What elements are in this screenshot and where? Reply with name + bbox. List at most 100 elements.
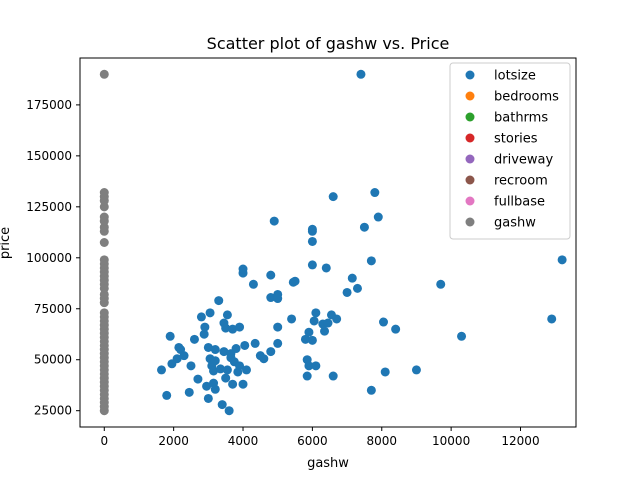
point-lotsize-13 xyxy=(199,329,209,339)
point-lotsize-79 xyxy=(320,326,330,336)
point-lotsize-66 xyxy=(302,371,312,381)
point-lotsize-94 xyxy=(373,212,383,222)
point-lotsize-49 xyxy=(238,264,248,274)
y-tick-label: 50000 xyxy=(34,353,72,367)
point-lotsize-83 xyxy=(328,192,338,202)
point-lotsize-81 xyxy=(323,318,333,328)
x-tick-label: 12000 xyxy=(501,434,539,448)
legend-label-fullbase: fullbase xyxy=(494,195,545,210)
point-lotsize-86 xyxy=(342,287,352,297)
point-lotsize-80 xyxy=(321,263,331,273)
x-tick-label: 2000 xyxy=(158,434,189,448)
point-lotsize-62 xyxy=(287,314,297,324)
legend-label-bathrms: bathrms xyxy=(494,111,548,126)
point-lotsize-2 xyxy=(165,331,175,341)
point-lotsize-12 xyxy=(196,312,206,322)
point-lotsize-84 xyxy=(328,371,338,381)
point-lotsize-65 xyxy=(300,334,310,344)
point-lotsize-29 xyxy=(219,347,229,357)
legend-marker-stories xyxy=(465,133,475,143)
point-lotsize-74 xyxy=(307,260,317,270)
point-lotsize-88 xyxy=(352,283,362,293)
point-lotsize-54 xyxy=(266,293,276,303)
point-lotsize-95 xyxy=(379,317,388,327)
point-lotsize-97 xyxy=(391,324,401,334)
point-lotsize-22 xyxy=(209,366,219,376)
point-lotsize-39 xyxy=(228,324,238,334)
y-tick-label: 25000 xyxy=(34,404,72,418)
y-axis-ticks: 25000 50000 75000 100000 125000 150000 175000 xyxy=(26,98,80,418)
point-lotsize-38 xyxy=(228,379,238,389)
point-lotsize-93 xyxy=(370,188,380,198)
point-lotsize-46 xyxy=(238,379,248,389)
point-gashw-45 xyxy=(99,69,109,79)
legend-marker-lotsize xyxy=(465,70,475,80)
plot-area-frame xyxy=(79,57,577,428)
point-lotsize-0 xyxy=(157,365,167,375)
point-lotsize-61 xyxy=(273,338,283,348)
point-lotsize-8 xyxy=(184,387,194,397)
point-lotsize-71 xyxy=(307,236,317,246)
point-lotsize-70 xyxy=(307,335,317,345)
y-tick-label: 75000 xyxy=(34,302,72,316)
point-lotsize-56 xyxy=(266,347,276,357)
point-lotsize-75 xyxy=(309,316,319,326)
point-gashw-35 xyxy=(99,255,109,265)
point-lotsize-96 xyxy=(380,367,390,377)
y-tick-label: 175000 xyxy=(26,98,72,112)
point-lotsize-99 xyxy=(436,279,446,289)
legend-marker-driveway xyxy=(465,154,475,164)
point-gashw-24 xyxy=(99,308,109,318)
point-lotsize-7 xyxy=(179,351,189,361)
point-lotsize-98 xyxy=(411,365,421,375)
legend-label-lotsize: lotsize xyxy=(494,69,536,84)
point-lotsize-16 xyxy=(203,342,213,352)
point-lotsize-43 xyxy=(235,322,245,332)
y-axis-label: price xyxy=(0,227,13,259)
point-lotsize-32 xyxy=(221,373,231,383)
point-lotsize-68 xyxy=(304,361,314,371)
legend: lotsize bedrooms bathrms stories driveway rec… xyxy=(449,62,571,240)
point-lotsize-14 xyxy=(200,322,210,332)
y-tick-label: 150000 xyxy=(26,149,72,163)
point-lotsize-76 xyxy=(311,308,321,318)
x-tick-label: 6000 xyxy=(297,434,328,448)
point-lotsize-57 xyxy=(269,216,279,226)
point-lotsize-25 xyxy=(210,345,220,355)
point-lotsize-69 xyxy=(304,327,314,337)
point-lotsize-48 xyxy=(241,365,251,375)
point-gashw-36 xyxy=(99,238,109,247)
x-tick-label: 4000 xyxy=(228,434,259,448)
legend-label-recroom: recroom xyxy=(494,174,548,189)
point-lotsize-10 xyxy=(189,334,199,344)
legend-marker-fullbase xyxy=(465,196,475,206)
x-axis-ticks: 0 2000 4000 6000 8000 10000 12000 xyxy=(100,427,540,448)
point-lotsize-55 xyxy=(266,270,276,280)
legend-label-bedrooms: bedrooms xyxy=(494,90,559,105)
point-gashw-44 xyxy=(99,188,109,198)
point-lotsize-91 xyxy=(366,256,376,266)
point-lotsize-87 xyxy=(347,273,357,283)
point-lotsize-19 xyxy=(205,308,215,318)
point-lotsize-35 xyxy=(224,406,234,416)
point-lotsize-47 xyxy=(240,340,250,350)
point-lotsize-90 xyxy=(359,222,369,232)
point-lotsize-102 xyxy=(557,255,567,265)
point-lotsize-73 xyxy=(307,224,317,234)
legend-label-driveway: driveway xyxy=(494,153,553,168)
point-lotsize-41 xyxy=(231,344,241,354)
legend-marker-gashw xyxy=(465,217,475,227)
point-lotsize-60 xyxy=(273,322,283,332)
point-lotsize-53 xyxy=(259,354,269,364)
point-lotsize-33 xyxy=(222,310,232,320)
chart-title: Scatter plot of gashw vs. Price xyxy=(207,34,450,53)
point-lotsize-34 xyxy=(222,365,232,375)
point-lotsize-9 xyxy=(186,361,196,371)
y-tick-label: 125000 xyxy=(26,200,72,214)
x-axis-label: gashw xyxy=(307,456,349,471)
point-lotsize-64 xyxy=(290,276,300,286)
point-lotsize-59 xyxy=(273,294,283,304)
point-lotsize-92 xyxy=(366,385,376,395)
point-lotsize-85 xyxy=(332,314,342,324)
legend-marker-bathrms xyxy=(465,112,475,122)
